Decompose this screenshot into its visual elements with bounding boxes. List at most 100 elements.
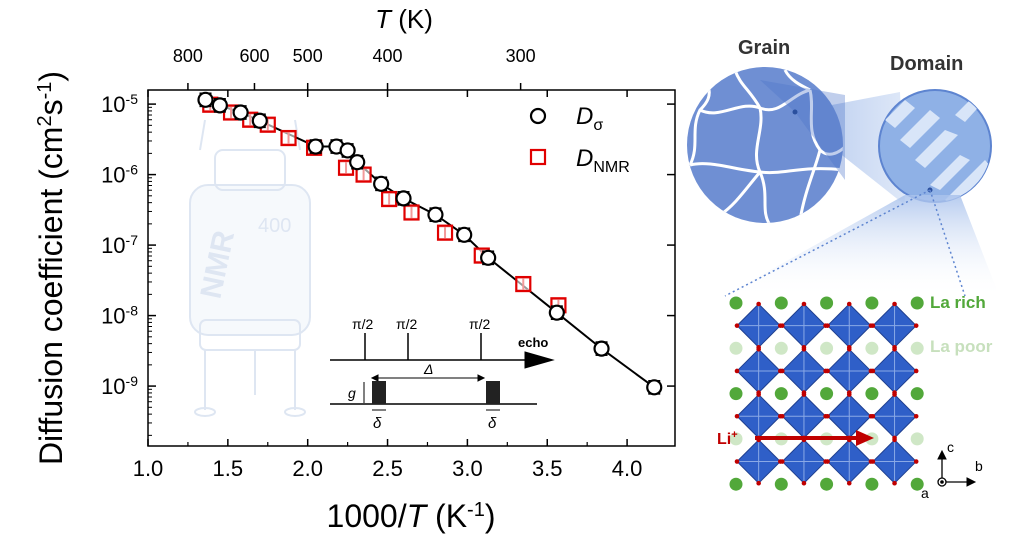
gradient-pulse-1	[372, 381, 386, 404]
watermark-model-text: 400	[258, 215, 291, 237]
data-point-d-sigma	[197, 91, 214, 108]
data-point-d-sigma	[456, 226, 473, 243]
y-tick-label: 10-6	[101, 162, 138, 188]
oxygen-site	[870, 323, 876, 328]
oxygen-site	[734, 459, 740, 464]
data-point-d-nmr	[515, 275, 532, 293]
x-tick-label: 3.0	[452, 456, 483, 481]
data-point-d-sigma	[349, 154, 366, 171]
domain-label: Domain	[890, 53, 963, 75]
legend-label-d-nmr: DNMR	[576, 145, 630, 176]
x-tick-label: 3.5	[532, 456, 563, 481]
la-rich-label: La rich	[930, 293, 986, 312]
delta-small-label-1: δ	[373, 415, 382, 432]
data-point-d-sigma	[593, 340, 610, 357]
oxygen-site	[846, 301, 852, 307]
data-point-d-sigma	[251, 112, 268, 129]
la-rich-site	[820, 477, 834, 491]
data-point-d-sigma	[307, 138, 324, 155]
data-point-d-nmr	[280, 129, 297, 147]
x-axis-ticks: 1.0 1.5 2.0 2.5 3.0 3.5 4.0	[133, 90, 643, 481]
x-tick-label: 2.5	[372, 456, 403, 481]
la-rich-site	[774, 296, 788, 310]
oxygen-site	[913, 459, 919, 464]
oxygen-site	[734, 368, 740, 374]
x-tick-label: 1.0	[133, 456, 164, 481]
oxygen-site	[801, 347, 807, 352]
oxygen-site	[870, 459, 876, 464]
top-tick-label: 800	[173, 46, 203, 66]
la-rich-site	[729, 387, 743, 401]
top-tick-label: 400	[373, 46, 403, 66]
oxygen-site	[846, 480, 852, 486]
y-tick-label: 10-5	[101, 91, 138, 117]
la-rich-site	[865, 387, 879, 401]
oxygen-site	[825, 323, 830, 328]
delta-big-label: Δ	[423, 361, 433, 377]
series-d-sigma	[197, 91, 663, 396]
oxygen-site	[734, 323, 740, 328]
data-point-d-nmr	[355, 166, 372, 183]
y-axis-title: Diffusion coefficient (cm2s-1)	[33, 71, 69, 465]
top-tick-label: 600	[239, 46, 269, 66]
x-tick-label: 2.0	[292, 456, 323, 481]
oxygen-site	[756, 347, 761, 352]
la-rich-site	[774, 477, 788, 491]
oxygen-site	[913, 368, 919, 374]
la-poor-site	[910, 341, 924, 355]
data-point-d-sigma	[427, 206, 444, 223]
la-poor-site	[729, 432, 743, 446]
la-rich-site	[774, 387, 788, 401]
delta-small-label-2: δ	[488, 415, 497, 432]
axis-c-label: c	[947, 439, 954, 455]
data-point-d-nmr	[403, 204, 420, 221]
la-poor-site	[729, 341, 743, 355]
grain-circle	[687, 67, 843, 223]
la-rich-site	[910, 477, 924, 491]
zoom-cone-lower	[720, 195, 1000, 298]
axis-a-label: a	[921, 485, 929, 501]
data-point-d-nmr	[436, 224, 454, 241]
oxygen-site	[756, 392, 761, 397]
data-point-d-sigma	[232, 104, 249, 121]
oxygen-site	[825, 459, 830, 464]
pulse-sequence-inset: π/2 π/2 π/2 echo Δ g δ δ	[330, 316, 555, 432]
top-axis-title: T (K)	[375, 4, 433, 34]
oxygen-site	[780, 323, 785, 328]
data-point-d-nmr	[381, 190, 398, 208]
oxygen-site	[870, 413, 876, 419]
y-tick-label: 10-7	[101, 232, 138, 258]
oxygen-site	[801, 480, 807, 486]
x-axis-title: 1000/T (K-1)	[327, 498, 496, 534]
y-tick-label: 10-9	[101, 373, 138, 399]
x-tick-label: 4.0	[612, 456, 643, 481]
echo-label: echo	[518, 335, 548, 350]
oxygen-site	[892, 392, 897, 397]
oxygen-site	[892, 301, 897, 307]
oxygen-site	[870, 368, 876, 374]
oxygen-site	[846, 392, 852, 397]
plot-frame	[147, 89, 676, 447]
crystal-axes: c b a	[921, 439, 983, 501]
oxygen-site	[892, 437, 897, 443]
legend-marker-d-sigma	[529, 107, 547, 125]
oxygen-site	[780, 413, 785, 419]
series-layer	[197, 91, 663, 396]
data-point-d-sigma	[339, 142, 356, 159]
la-rich-site	[729, 296, 743, 310]
la-rich-site	[865, 296, 879, 310]
pulse-label-2: π/2	[396, 316, 418, 332]
oxygen-site	[756, 480, 761, 486]
legend-marker-d-nmr	[529, 148, 547, 166]
microstructure-schematic: Grain Domain La rich La poor Li+ c b a	[687, 37, 1000, 501]
la-poor-site	[774, 341, 788, 355]
oxygen-site	[892, 480, 897, 486]
data-point-d-sigma	[373, 175, 390, 192]
gradient-pulse-2	[486, 381, 500, 404]
x-tick-label: 1.5	[213, 456, 244, 481]
data-point-d-sigma	[395, 190, 412, 207]
legend-label-d-sigma: Dσ	[576, 103, 603, 134]
oxygen-site	[825, 413, 830, 419]
la-rich-site	[729, 477, 743, 491]
